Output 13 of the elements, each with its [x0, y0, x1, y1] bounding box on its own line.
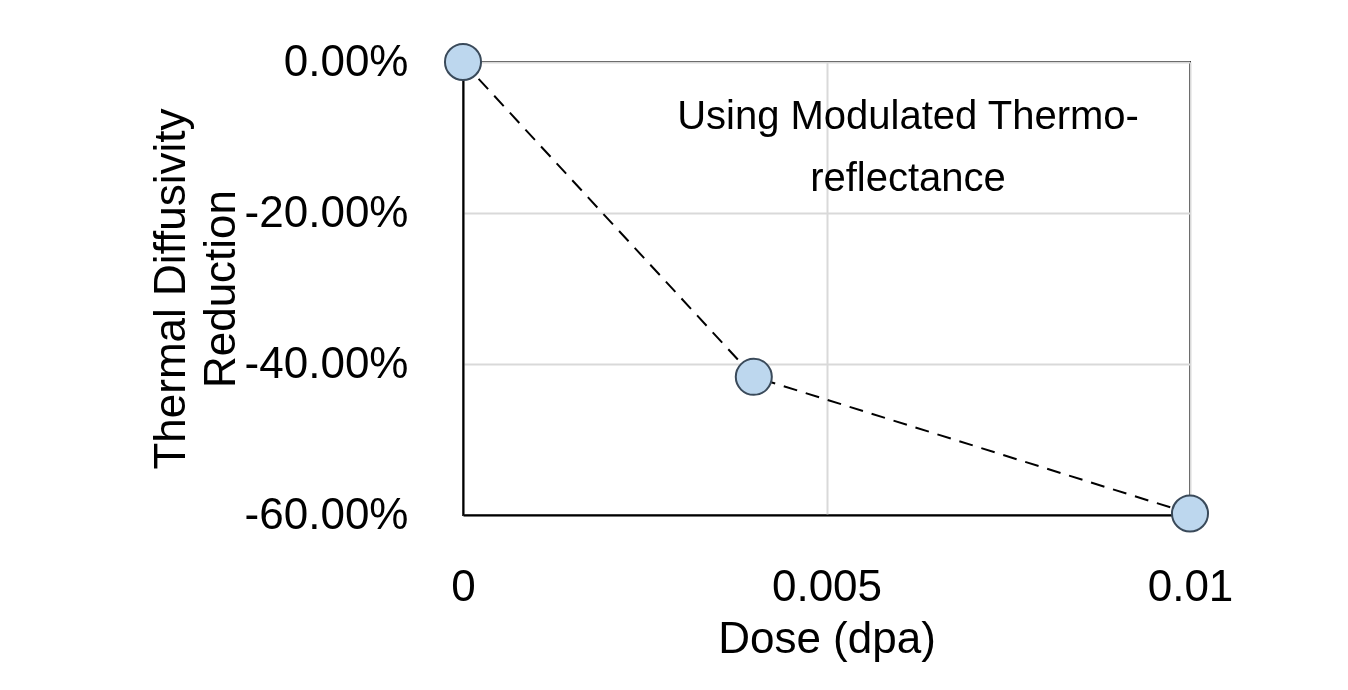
y-tick-label: 0.00%	[283, 35, 409, 85]
annotation: Using Modulated Thermo-reflectance	[677, 93, 1139, 199]
y-tick-label: -60.00%	[244, 488, 409, 538]
y-tick-label: -40.00%	[244, 337, 409, 387]
y-axis-title: Thermal Diffusivity Reduction	[144, 108, 244, 470]
x-tick-label: 0.01	[1147, 560, 1234, 610]
point	[734, 357, 773, 396]
x-tick-label: 0	[451, 560, 476, 610]
point	[443, 43, 483, 81]
x-axis-title: Dose (dpa)	[718, 612, 936, 662]
x-tick-label: 0.005	[771, 560, 883, 610]
point	[1170, 494, 1210, 533]
y-tick-label: -20.00%	[244, 186, 409, 236]
